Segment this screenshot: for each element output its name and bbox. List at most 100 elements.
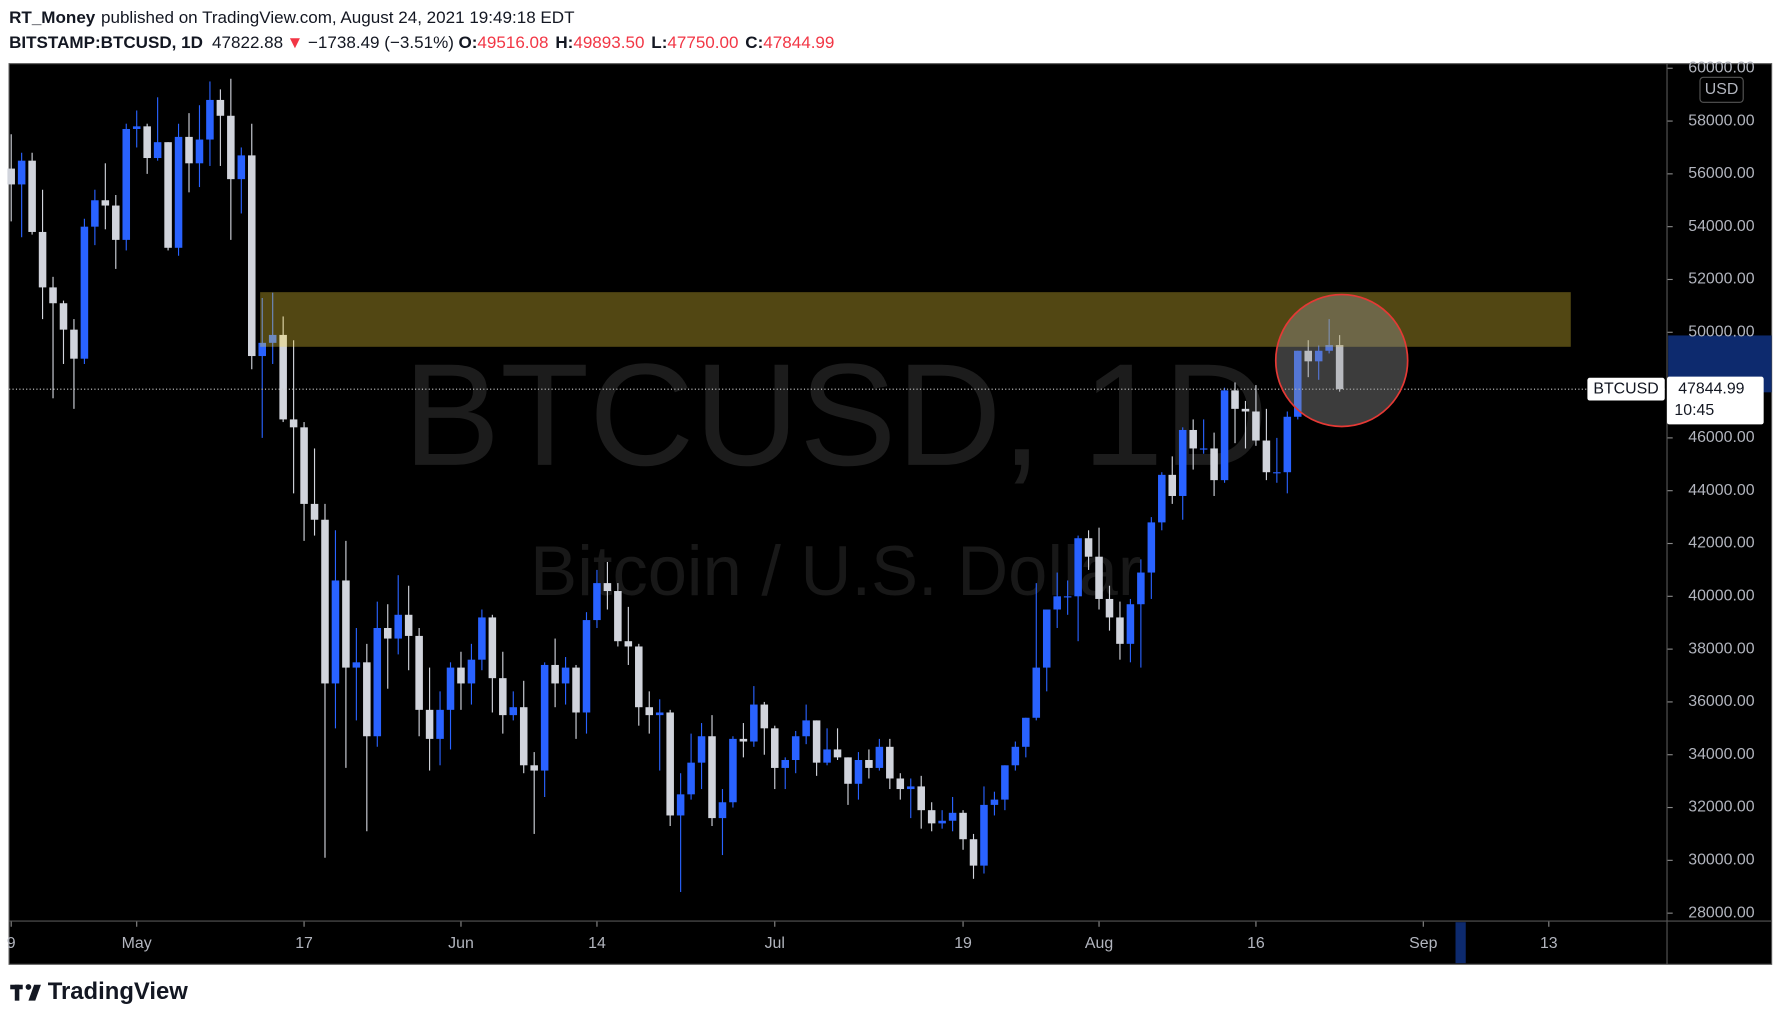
author[interactable]: RT_Money — [9, 8, 96, 27]
candle-body — [122, 128, 131, 240]
plot: 28000.00 30000.00 32000.00 34000.00 36000.00… — [7, 59, 1772, 952]
candle-body — [331, 580, 340, 684]
candle-body — [1084, 538, 1093, 557]
candle-body — [802, 720, 810, 737]
symbol-tag-label: BTCUSD — [1593, 380, 1658, 397]
x-tick-label: 13 — [1540, 935, 1558, 952]
x-tick-label: May — [122, 935, 152, 952]
candle-body — [990, 799, 999, 805]
candle-body — [1116, 617, 1124, 644]
candle-body — [1314, 350, 1323, 362]
candle-body — [969, 839, 978, 866]
candle-body — [488, 617, 497, 679]
candle-body — [1283, 416, 1292, 473]
candle-body — [593, 583, 601, 621]
time-highlight — [1455, 922, 1466, 964]
candle-body — [1294, 350, 1302, 417]
candle-body — [750, 704, 758, 742]
candle-body — [478, 617, 486, 660]
candle-body — [342, 580, 350, 668]
candle-body — [153, 142, 162, 159]
candle-body — [237, 155, 246, 180]
candle-body — [268, 334, 277, 343]
y-tick-label: 28000.00 — [1688, 904, 1754, 921]
x-tick-label: Sep — [1409, 935, 1437, 952]
candle-body — [70, 329, 78, 359]
candle-body — [760, 704, 769, 729]
candle-body — [687, 762, 695, 795]
currency-box[interactable] — [1699, 76, 1744, 103]
candle-body — [676, 794, 685, 816]
candle-body — [404, 614, 413, 636]
candle-body — [1105, 598, 1114, 618]
candle-body — [185, 136, 193, 164]
candle-body — [164, 142, 172, 248]
y-tick-label: 36000.00 — [1688, 693, 1754, 710]
l-value: 47750.00 — [667, 33, 738, 52]
candle-body — [28, 160, 36, 232]
candle-body — [614, 591, 622, 642]
candle-body — [844, 757, 852, 784]
candle-body — [352, 662, 361, 668]
candle-body — [781, 760, 789, 768]
x-tick-label: Jun — [448, 935, 474, 952]
header-line1: RT_Money published on TradingView.com, Au… — [9, 8, 575, 27]
y-tick-label: 38000.00 — [1688, 640, 1754, 657]
candle-body — [697, 736, 706, 763]
y-tick-label: 32000.00 — [1688, 799, 1754, 816]
candle-body — [509, 707, 518, 716]
candle-body — [227, 115, 235, 180]
candle-body — [91, 200, 99, 227]
candle-body — [132, 126, 141, 129]
candle-body — [561, 667, 570, 684]
h-value: 49893.50 — [573, 33, 644, 52]
header-line2: BITSTAMP:BTCUSD, 1D 47822.88 ▼ −1738.49 (−3… — [9, 33, 834, 52]
candle-body — [655, 712, 664, 716]
candle-body — [886, 746, 894, 779]
logo-part — [28, 984, 41, 1001]
candle-body — [729, 738, 737, 803]
o-value: 49516.08 — [477, 33, 548, 52]
currency[interactable]: USD — [1705, 81, 1739, 98]
candle-body — [1304, 350, 1313, 362]
candle-body — [1231, 390, 1239, 409]
y-tick-label: 58000.00 — [1688, 112, 1754, 129]
candle-body — [708, 736, 716, 819]
countdown: 10:45 — [1674, 402, 1714, 419]
candle-body — [603, 583, 612, 592]
candle-body — [279, 334, 287, 420]
candle-body — [1126, 604, 1135, 644]
candle-body — [1147, 522, 1156, 573]
y-tick-label: 40000.00 — [1688, 588, 1754, 605]
candle-body — [174, 136, 183, 248]
brand[interactable]: TradingView — [48, 978, 189, 1005]
symbol-tag — [1587, 377, 1665, 401]
candle-body — [373, 627, 382, 737]
y-tick-label: 52000.00 — [1688, 271, 1754, 288]
candle-body — [551, 664, 559, 684]
x-tick-label: 9 — [7, 935, 16, 952]
candle-body — [572, 667, 580, 713]
y-tick-label: 54000.00 — [1688, 218, 1754, 235]
candle-body — [363, 662, 371, 737]
o-label: O: — [458, 33, 477, 52]
candle-body — [1189, 429, 1197, 449]
watermark: BTCUSD, 1D — [403, 333, 1268, 496]
candle-body — [1335, 345, 1344, 390]
candle-body — [17, 160, 26, 185]
candle-body — [917, 786, 925, 811]
candle-body — [791, 736, 800, 761]
candle-body — [540, 664, 549, 771]
candle-body — [1042, 609, 1051, 668]
candle-body — [394, 614, 402, 639]
candle-body — [1262, 440, 1271, 473]
candle-body — [980, 804, 988, 866]
candle-body — [1241, 408, 1250, 412]
candle-body — [7, 168, 15, 185]
y-tick-label: 50000.00 — [1688, 323, 1754, 340]
x-tick-label: 14 — [588, 935, 606, 952]
candle-body — [1158, 474, 1166, 523]
candle-body — [1032, 667, 1041, 718]
candle-body — [446, 667, 455, 710]
y-tick-label: 30000.00 — [1688, 852, 1754, 869]
